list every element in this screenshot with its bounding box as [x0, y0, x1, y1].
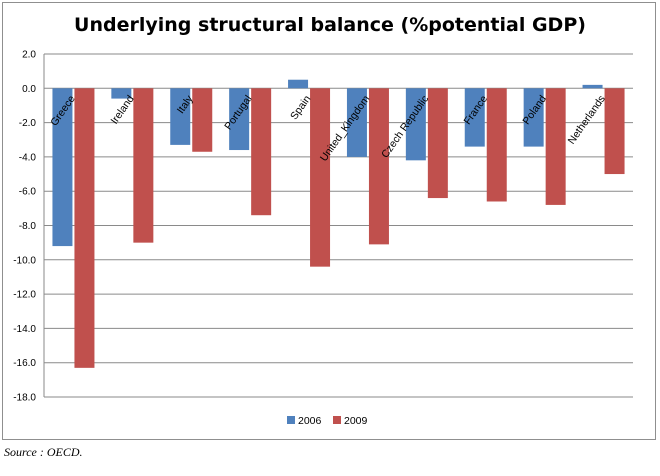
bar-chart: 2.0 0.0 -2.0 -4.0 -6.0 -8.0 -10.0 -12.0 -14.0 -16… [13, 50, 633, 427]
bar-2006-czech-republic [405, 88, 426, 161]
y-tick-label: 0.0 [22, 84, 36, 95]
bar-2009-italy [192, 88, 213, 152]
bar-2009-portugal [251, 88, 272, 216]
bar-2009-netherlands [604, 88, 625, 175]
bar-2009-ireland [133, 88, 154, 243]
chart-frame: Underlying structural balance (%potentia… [2, 2, 656, 440]
bar-2009-united-kingdom [368, 88, 389, 245]
y-tick-label: -14.0 [13, 324, 36, 335]
legend-label-2009: 2009 [344, 415, 368, 427]
bar-2006-italy [170, 88, 191, 145]
bar-2006-poland [523, 88, 544, 147]
category-label: Netherlands [566, 93, 608, 146]
y-tick-label: -2.0 [19, 118, 37, 129]
bar-2009-spain [310, 88, 331, 267]
bar-2006-greece [52, 88, 73, 247]
y-tick-label: -8.0 [19, 221, 37, 232]
y-tick-label: -16.0 [13, 358, 36, 369]
bar-2009-france [486, 88, 507, 202]
bar-2009-greece [74, 88, 95, 368]
y-tick-label: -18.0 [13, 393, 36, 404]
y-tick-label: -12.0 [13, 290, 36, 301]
bar-2006-netherlands [582, 84, 603, 89]
bar-2006-france [464, 88, 485, 147]
bar-2009-czech-republic [427, 88, 448, 199]
source-note: Source : OECD. [4, 445, 83, 459]
legend-swatch-2009 [333, 416, 341, 424]
chart-title: Underlying structural balance (%potentia… [74, 14, 586, 36]
y-tick-label: -4.0 [19, 152, 37, 163]
bar-2006-united-kingdom [346, 88, 367, 157]
bar-2006-spain [288, 79, 309, 89]
legend-swatch-2006 [287, 416, 295, 424]
y-tick-label: -6.0 [19, 187, 37, 198]
bar-2006-ireland [111, 88, 132, 99]
bar-2009-poland [545, 88, 566, 205]
bar-2006-portugal [229, 88, 250, 151]
y-tick-label: 2.0 [22, 50, 36, 61]
y-tick-label: -10.0 [13, 255, 36, 266]
category-label: Spain [288, 93, 313, 122]
legend-label-2006: 2006 [298, 415, 322, 427]
